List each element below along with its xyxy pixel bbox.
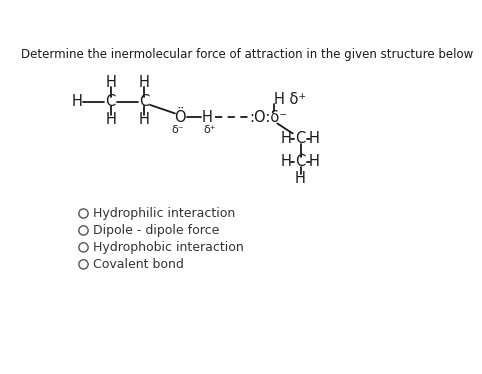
Text: H δ⁺: H δ⁺ — [274, 92, 306, 107]
Text: H: H — [105, 112, 116, 127]
Text: C: C — [295, 131, 306, 146]
Text: Hydrophilic interaction: Hydrophilic interaction — [93, 207, 235, 220]
Text: C: C — [295, 154, 306, 169]
Text: H: H — [72, 94, 83, 109]
Text: δ⁺: δ⁺ — [203, 125, 216, 135]
Text: H: H — [202, 110, 213, 125]
Text: H: H — [281, 154, 292, 169]
Text: δ⁻: δ⁻ — [172, 125, 184, 135]
Text: H: H — [309, 154, 320, 169]
Text: H: H — [281, 131, 292, 146]
Text: H: H — [138, 112, 149, 127]
Text: H: H — [138, 75, 149, 90]
Text: C: C — [139, 94, 149, 109]
Text: Hydrophobic interaction: Hydrophobic interaction — [93, 241, 243, 254]
Text: H: H — [309, 131, 320, 146]
Text: Covalent bond: Covalent bond — [93, 258, 184, 271]
Text: Ö: Ö — [174, 110, 186, 125]
Text: C: C — [106, 94, 116, 109]
Text: H: H — [295, 171, 306, 186]
Text: Determine the inermolecular force of attraction in the given structure below: Determine the inermolecular force of att… — [21, 48, 473, 61]
Text: :O:δ⁻: :O:δ⁻ — [249, 110, 287, 125]
Text: Dipole - dipole force: Dipole - dipole force — [93, 224, 219, 237]
Text: H: H — [105, 75, 116, 90]
